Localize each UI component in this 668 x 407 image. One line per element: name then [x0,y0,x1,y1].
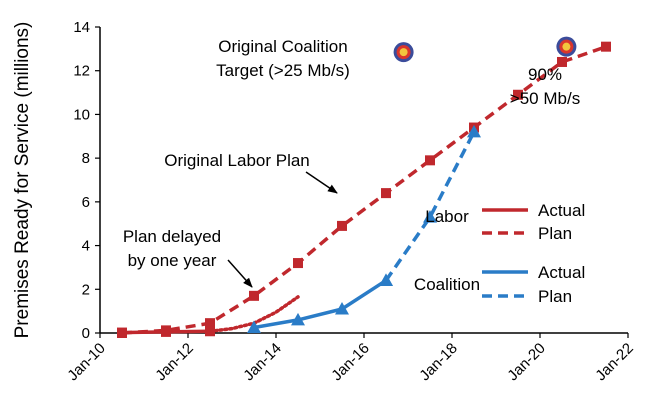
annotation-plan-delayed: by one year [128,251,217,270]
x-tick-label: Jan-18 [416,340,460,384]
annotation-coalition-target: Target (>25 Mb/s) [216,61,350,80]
x-tick-label: Jan-14 [240,340,284,384]
legend-label-labor-actual: Actual [538,201,585,220]
legend: Labor Actual Plan Coalition Actual Plan [414,201,585,306]
y-tick-label: 12 [73,63,90,80]
data-point-labor-plan [161,325,171,336]
y-tick-label: 4 [82,238,90,255]
y-tick-label: 2 [82,281,90,298]
data-point-coalition-plan [379,273,393,287]
data-point-labor-plan [205,318,215,329]
annotation-original-labor-plan: Original Labor Plan [164,151,310,170]
annotation-ninety-percent: >50 Mb/s [510,89,580,108]
data-point-labor-plan [293,258,303,269]
annotation-arrow [227,259,253,288]
x-tick-label: Jan-10 [64,340,108,384]
series-line-coalition-actual [253,279,387,330]
data-point-coalition-actual [335,301,349,315]
data-point-labor-plan [337,220,347,231]
y-axis-label: Premises Ready for Service (millions) [12,22,33,339]
legend-label-labor-plan: Plan [538,224,572,243]
legend-group-coalition: Coalition [414,275,480,294]
data-point-labor-plan [117,328,127,338]
marker-layer [117,41,611,338]
legend-label-coalition-plan: Plan [538,287,572,306]
annotation-ninety-percent: 90% [528,65,562,84]
data-point-coalition-actual [247,320,261,334]
data-point-labor-plan [513,89,523,100]
legend-group-labor: Labor [425,207,469,226]
data-point-coalition-plan [423,210,437,223]
series-line-labor-plan [121,45,607,335]
legend-label-coalition-actual: Actual [538,263,585,282]
data-point-labor-actual [205,326,215,337]
x-tick-label: Jan-12 [152,340,196,384]
target-marker-center [562,42,571,51]
y-tick-label: 8 [82,150,90,167]
y-tick-label: 0 [82,325,90,342]
data-point-labor-plan [425,155,435,166]
y-tick-label: 10 [73,106,90,123]
data-point-labor-plan [249,290,259,301]
data-point-labor-plan [601,41,611,52]
target-marker-center [399,48,408,57]
y-tick-label: 6 [82,194,90,211]
data-point-labor-plan [381,188,391,199]
x-tick-label: Jan-22 [592,340,636,384]
data-point-coalition-plan [467,124,481,138]
annotation-coalition-target: Original Coalition [218,37,347,56]
y-tick-label: 14 [73,19,90,36]
annotation-arrow [305,171,338,194]
data-point-coalition-actual [291,312,305,326]
target-layer [393,36,577,63]
annotation-plan-delayed: Plan delayed [123,227,221,246]
annotation-layer: Original Coalition Target (>25 Mb/s) 90% >5… [123,37,580,288]
series-line-coalition-plan [384,131,476,282]
data-point-labor-plan [557,56,567,67]
x-tick-label: Jan-20 [504,340,548,384]
x-tick-label: Jan-16 [328,340,372,384]
